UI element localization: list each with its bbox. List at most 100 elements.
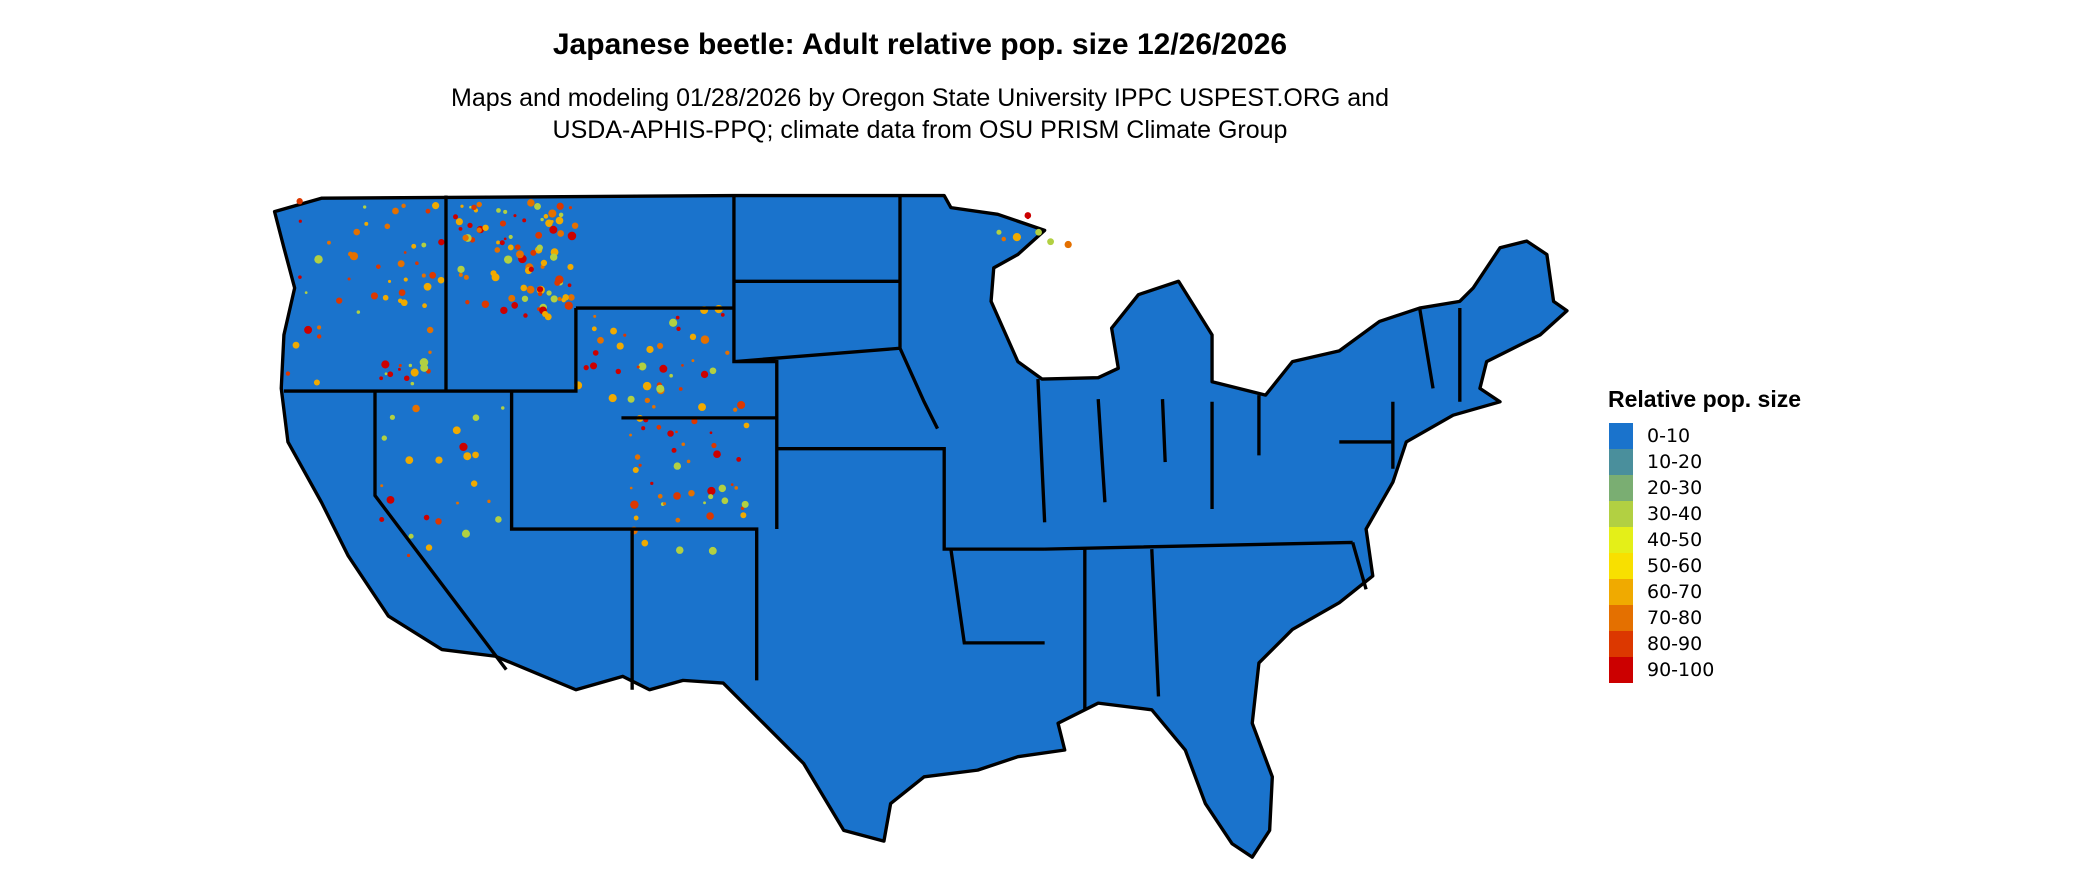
- speckle: [462, 234, 469, 241]
- speckle: [411, 243, 417, 249]
- legend-item: 50-60: [1609, 553, 1801, 579]
- speckle: [496, 208, 501, 213]
- speckle: [1024, 212, 1032, 219]
- speckle: [623, 333, 627, 337]
- speckle: [671, 447, 677, 453]
- speckle: [406, 553, 411, 558]
- speckle: [675, 315, 680, 320]
- speckle: [423, 282, 432, 291]
- speckle: [327, 240, 331, 245]
- speckle: [503, 255, 513, 264]
- speckle: [1001, 236, 1007, 242]
- speckle: [476, 201, 482, 208]
- speckle: [568, 294, 575, 301]
- speckle: [511, 302, 519, 309]
- speckle: [537, 291, 543, 297]
- speckle: [734, 486, 739, 490]
- speckle: [513, 214, 517, 218]
- us-outline: [272, 193, 1569, 859]
- speckle: [410, 381, 415, 386]
- speckle: [536, 244, 543, 251]
- speckle: [460, 204, 464, 208]
- speckle: [561, 297, 567, 303]
- speckle: [689, 333, 697, 341]
- speckle: [501, 406, 505, 410]
- speckle: [1026, 216, 1030, 220]
- speckle: [703, 501, 706, 505]
- speckle: [387, 279, 392, 283]
- speckle: [347, 277, 351, 281]
- speckle: [675, 430, 678, 434]
- speckle: [593, 314, 597, 318]
- speckle: [389, 414, 396, 420]
- speckle: [379, 516, 385, 523]
- speckle: [508, 234, 513, 240]
- speckle: [432, 202, 440, 210]
- speckle: [733, 407, 738, 412]
- legend-item: 90-100: [1609, 657, 1801, 683]
- speckle: [662, 502, 667, 506]
- speckle: [656, 424, 662, 430]
- legend-item: 80-90: [1609, 631, 1801, 657]
- speckle: [429, 271, 437, 279]
- speckle: [550, 253, 558, 261]
- legend-item: 60-70: [1609, 579, 1801, 605]
- speckle: [681, 442, 686, 447]
- speckle: [408, 533, 414, 539]
- speckle: [499, 220, 507, 227]
- speckle: [496, 240, 500, 245]
- speckle: [669, 373, 673, 378]
- speckle: [736, 456, 742, 462]
- speckle: [567, 283, 572, 288]
- speckle: [534, 202, 541, 210]
- speckle: [656, 384, 665, 393]
- speckle: [688, 489, 695, 497]
- legend-swatch: [1609, 657, 1633, 683]
- speckle: [700, 370, 709, 379]
- speckle: [636, 365, 640, 369]
- speckle: [457, 265, 465, 273]
- speckle: [405, 456, 414, 464]
- speckle: [597, 336, 604, 344]
- speckle: [558, 212, 564, 218]
- speckle: [458, 272, 463, 277]
- legend-swatch: [1609, 553, 1633, 579]
- speckle: [691, 418, 698, 425]
- speckle: [463, 274, 469, 280]
- speckle: [721, 497, 729, 505]
- speckle: [317, 325, 322, 330]
- speckle: [379, 376, 384, 381]
- speckle: [686, 459, 691, 464]
- speckle: [657, 342, 664, 350]
- legend-swatch: [1609, 631, 1633, 657]
- speckle: [384, 372, 388, 376]
- legend-swatch: [1609, 449, 1633, 475]
- legend-item: 40-50: [1609, 527, 1801, 553]
- legend-label: 80-90: [1647, 633, 1703, 655]
- legend-label: 90-100: [1647, 659, 1715, 681]
- speckle: [285, 371, 291, 376]
- speckle: [741, 500, 749, 508]
- speckle: [452, 426, 461, 435]
- speckle: [638, 362, 647, 371]
- speckle: [364, 221, 369, 226]
- speckle: [627, 395, 635, 403]
- speckle: [630, 500, 639, 509]
- speckle: [568, 206, 573, 210]
- speckle: [516, 250, 524, 259]
- speckle: [412, 404, 420, 413]
- speckle: [421, 273, 426, 278]
- speckle: [633, 515, 639, 521]
- speckle: [298, 275, 302, 279]
- speckle: [592, 350, 599, 356]
- speckle: [718, 484, 727, 493]
- speckle: [608, 394, 617, 403]
- speckle: [503, 209, 508, 214]
- speckle: [419, 358, 429, 367]
- speckle: [398, 367, 401, 371]
- legend-label: 40-50: [1647, 529, 1703, 551]
- speckle: [470, 480, 478, 487]
- speckle: [644, 397, 651, 404]
- speckle: [298, 219, 302, 223]
- speckle: [458, 226, 463, 231]
